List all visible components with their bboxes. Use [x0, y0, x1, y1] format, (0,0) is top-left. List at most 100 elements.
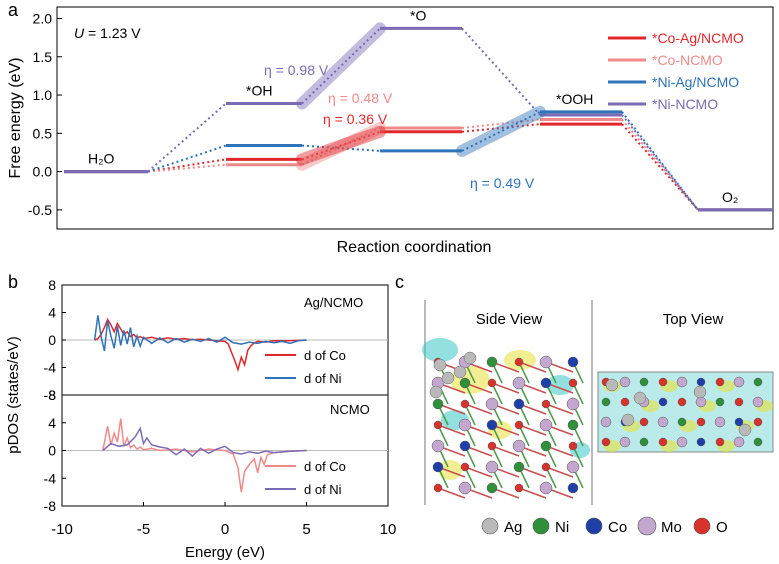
atom	[432, 398, 444, 410]
atom	[487, 378, 497, 388]
atom	[540, 377, 552, 389]
atom	[695, 396, 707, 408]
legend-atom-label-1: Ni	[555, 519, 569, 536]
pdos-curve-0-1	[93, 315, 307, 352]
atom	[696, 417, 706, 427]
atom	[514, 357, 524, 367]
atom	[567, 356, 579, 368]
atom	[567, 419, 579, 431]
pdos-curve-0-0	[94, 317, 307, 373]
atom	[458, 418, 472, 432]
ag-atom-4	[463, 351, 477, 365]
connector-2-0	[147, 144, 227, 173]
atom	[601, 397, 611, 407]
atom	[600, 416, 612, 428]
atom	[619, 436, 631, 448]
y-tick-label: 0.0	[33, 164, 53, 180]
bond	[518, 424, 547, 436]
atom	[568, 378, 578, 388]
atom	[459, 440, 471, 452]
y-tick-label: 0	[48, 443, 56, 459]
step-label-h2o: H₂O	[88, 151, 115, 167]
x-tick-label: 5	[302, 521, 310, 538]
atom	[541, 399, 551, 409]
atom	[639, 417, 649, 427]
connector-0-0	[147, 158, 227, 173]
u-annotation: U = 1.23 V	[74, 25, 141, 41]
atom	[676, 436, 688, 448]
panel-b-label: b	[8, 272, 18, 292]
atom	[512, 439, 526, 453]
ag-atom-top-0	[605, 378, 619, 392]
pdos-legend-label-1-0: d of Co	[304, 459, 346, 474]
atom	[541, 462, 551, 472]
connector-3-1	[301, 27, 381, 105]
x-tick-label: 10	[380, 521, 397, 538]
bond	[518, 487, 547, 499]
side-view-structure	[422, 338, 590, 499]
y-tick-label: 4	[48, 415, 56, 431]
connector-1-2	[461, 118, 541, 129]
connector-2-3	[621, 111, 699, 211]
atom	[485, 460, 499, 474]
atom	[513, 461, 525, 473]
atom	[677, 417, 687, 427]
u-symbol: U	[74, 25, 85, 41]
y-tick-label: 1.5	[33, 49, 53, 65]
y-tick-label: -8	[44, 387, 57, 403]
step-label-oh: *OH	[246, 82, 272, 98]
bond	[545, 466, 574, 478]
atom	[601, 437, 611, 447]
atom	[568, 441, 578, 451]
ag-atom-2	[429, 385, 443, 399]
ag-atom-top-1	[621, 413, 635, 427]
atom	[658, 377, 668, 387]
connector-1-0	[147, 163, 227, 173]
y-axis-label: pDOS (states/eV)	[5, 336, 22, 454]
legend-label-0: *Co-Ag/NCMO	[652, 30, 744, 46]
atom	[540, 440, 552, 452]
atom	[567, 482, 579, 494]
subplot-title-ag-ncmo: Ag/NCMO	[304, 295, 363, 310]
legend-label-3: *Ni-NCMO	[652, 96, 718, 112]
connector-0-3	[621, 123, 699, 211]
isosurface-blob-0	[422, 338, 458, 362]
y-tick-label: 8	[48, 277, 56, 293]
legend-atom-0	[481, 517, 499, 535]
pds-highlight-3	[456, 105, 546, 157]
atom	[658, 397, 668, 407]
eta-label-2: η = 0.36 V	[323, 111, 388, 127]
ag-atom-1	[441, 371, 455, 385]
legend-atom-1	[532, 517, 550, 535]
atom	[539, 481, 553, 495]
atom	[696, 377, 706, 387]
atom	[714, 416, 726, 428]
atom	[486, 356, 498, 368]
atom	[733, 376, 745, 388]
pdos-curve-1-0	[102, 418, 307, 493]
atom	[753, 377, 763, 387]
atom	[512, 376, 526, 390]
atom	[566, 460, 580, 474]
legend-atom-label-4: O	[716, 519, 728, 536]
atom	[539, 355, 553, 369]
y-tick-label: 1.0	[33, 87, 53, 103]
x-axis-label: Energy (eV)	[185, 544, 265, 561]
ag-atom-0	[433, 358, 447, 372]
atom	[485, 397, 499, 411]
structure-illustration: Side View Top View Ag Ni Co Mo O	[422, 300, 774, 536]
y-tick-label: 4	[48, 305, 56, 321]
bond	[464, 466, 493, 478]
panel-c-label: c	[395, 272, 404, 292]
y-tick-label: 0	[48, 332, 56, 348]
pdos-legend-label-0-0: d of Co	[304, 348, 346, 363]
atom	[658, 437, 668, 447]
energy-levels	[64, 22, 773, 212]
legend-atom-3	[637, 516, 657, 536]
step-label-o: *O	[410, 7, 426, 23]
atom	[639, 377, 649, 387]
legend-atom-label-3: Mo	[661, 519, 682, 536]
y-tick-label: 0.5	[33, 125, 53, 141]
